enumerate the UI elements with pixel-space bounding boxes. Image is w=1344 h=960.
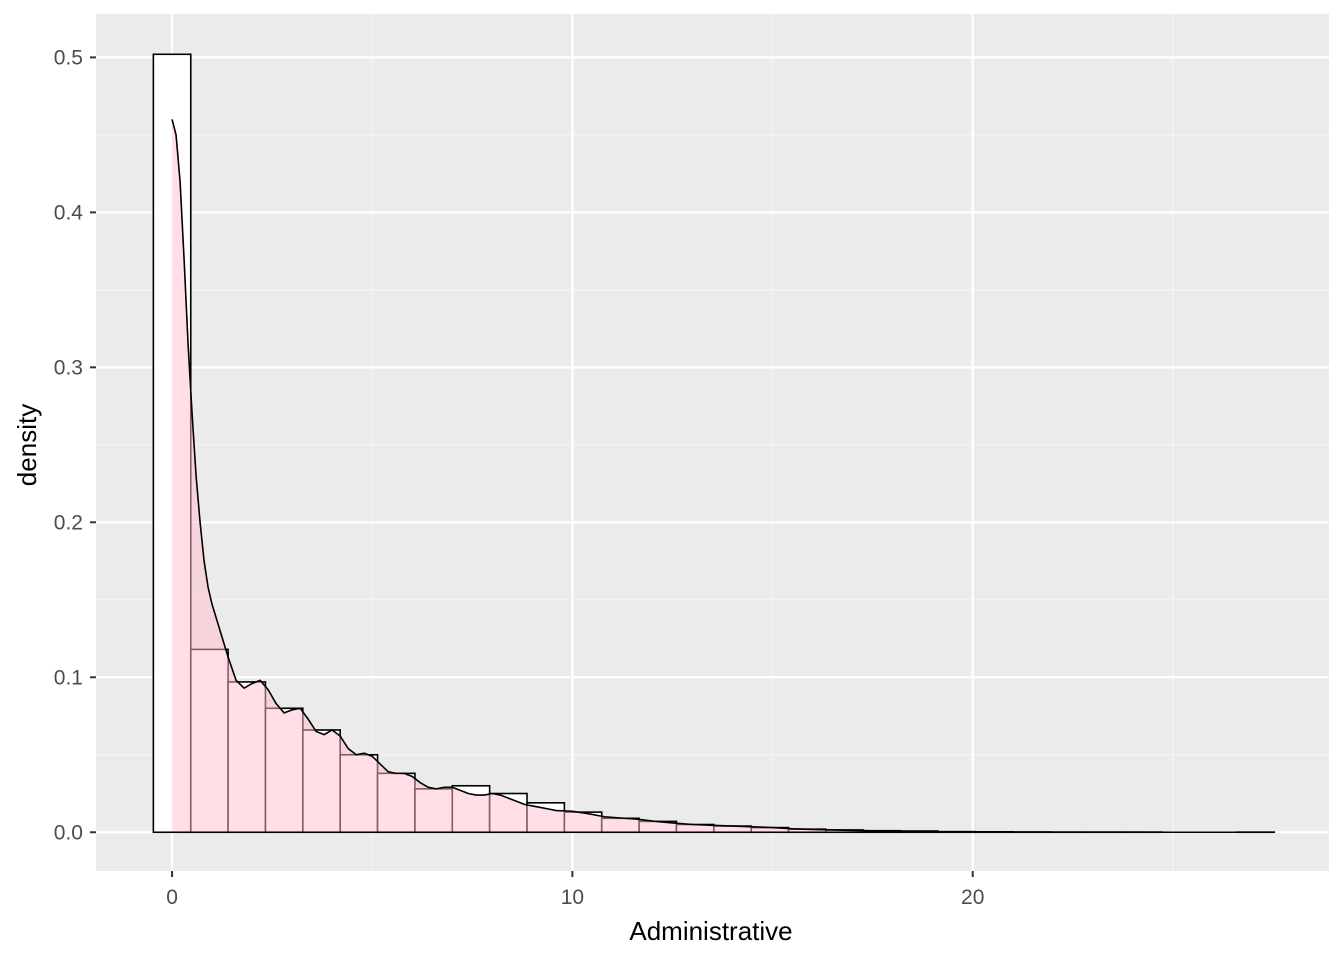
density-area xyxy=(172,119,1273,833)
y-axis-title: density xyxy=(12,404,42,486)
y-tick-label: 0.1 xyxy=(54,666,83,689)
x-axis-title: Administrative xyxy=(629,916,792,946)
x-tick-label: 0 xyxy=(166,886,178,909)
y-tick-label: 0.5 xyxy=(54,46,83,69)
density-curve xyxy=(171,119,1273,834)
density-line xyxy=(171,119,1273,834)
y-tick-label: 0.2 xyxy=(54,511,83,534)
y-tick-label: 0.4 xyxy=(54,201,84,224)
y-tick-label: 0.0 xyxy=(54,821,83,844)
y-tick-label: 0.3 xyxy=(54,356,83,379)
x-axis: 0 10 20 xyxy=(166,871,984,909)
x-tick-label: 10 xyxy=(561,886,584,909)
minor-gridlines xyxy=(96,14,1329,871)
x-tick-label: 20 xyxy=(961,886,984,909)
y-axis: 0.0 0.1 0.2 0.3 0.4 0.5 xyxy=(54,46,96,844)
